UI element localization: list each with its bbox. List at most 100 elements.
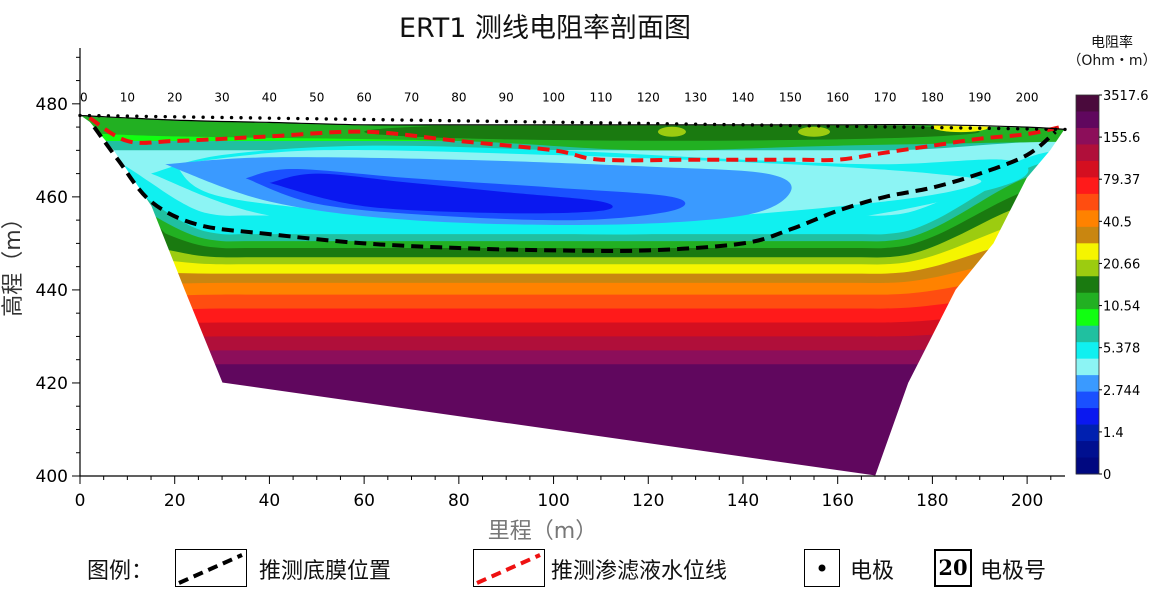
electrode-dot — [940, 125, 944, 130]
electrode-dot — [267, 116, 272, 120]
electrode-dot — [315, 117, 319, 121]
electrode-dot — [182, 115, 186, 119]
electrode-dot — [513, 119, 518, 124]
electrode-dot — [220, 115, 224, 120]
colorbar-segment — [1076, 325, 1099, 343]
electrode-dot — [334, 117, 338, 121]
electrode-label: 110 — [589, 91, 612, 105]
electrode-dot — [542, 120, 546, 124]
colorbar-segment — [1076, 276, 1099, 294]
colorbar-label: 155.6 — [1103, 131, 1140, 146]
electrode-dot — [87, 113, 92, 118]
electrode-dot-icon — [818, 564, 826, 572]
electrode-dot — [106, 114, 111, 118]
colorbar-segment — [1076, 111, 1099, 129]
electrode-dot — [665, 122, 669, 126]
electrode-dot — [457, 119, 461, 123]
electrode-dot — [125, 114, 130, 118]
electrode-dot — [400, 118, 404, 122]
legend-leachate-label: 推测渗滤液水位线 — [551, 559, 728, 584]
electrode-dot — [921, 125, 925, 130]
electrode-label: 120 — [637, 91, 660, 105]
electrode-dot — [173, 115, 177, 119]
electrode-dot — [750, 123, 755, 127]
electrode-dot — [864, 124, 868, 129]
electrode-dot — [239, 116, 243, 120]
x-tick-label: 140 — [727, 491, 759, 511]
colorbar-segment — [1076, 375, 1099, 393]
electrode-dot — [741, 123, 745, 127]
electrode-dot — [485, 119, 489, 123]
leachate-line-icon — [476, 553, 541, 585]
electrode-dot — [352, 117, 357, 122]
electrode-dot — [296, 116, 300, 121]
colorbar-unit: （Ohm・m） — [1067, 53, 1157, 69]
upper-olive-patch-2 — [798, 126, 831, 137]
colorbar-label: 1.4 — [1103, 426, 1124, 441]
electrode-dot — [656, 121, 660, 126]
colorbar-segment — [1076, 391, 1099, 409]
electrode-dot — [589, 121, 594, 125]
electrode-dot — [902, 125, 906, 129]
electrode-label: 90 — [499, 91, 514, 105]
colorbar-segment — [1076, 292, 1099, 310]
x-tick-label: 20 — [164, 491, 186, 511]
colorbar-label: 3517.6 — [1103, 89, 1149, 104]
electrode-dot — [570, 120, 575, 125]
y-tick-label: 440 — [36, 281, 68, 301]
liner-line-icon — [178, 553, 243, 585]
electrode-dot — [798, 123, 802, 128]
electrode-dot — [97, 114, 101, 118]
x-tick-label: 40 — [259, 491, 281, 511]
colorbar-segment — [1076, 193, 1099, 211]
electrode-label: 70 — [404, 91, 419, 105]
electrode-dot — [949, 126, 954, 130]
ground-surface-line — [79, 114, 1066, 130]
electrode-dot — [788, 123, 793, 128]
electrode-dot — [201, 115, 205, 119]
electrode-dot — [693, 122, 698, 126]
leachate-level-line — [88, 116, 1061, 163]
electrode-dot — [419, 118, 423, 122]
electrode-dot — [627, 121, 632, 125]
electrode-dot — [978, 126, 982, 130]
x-tick-label: 120 — [632, 491, 664, 511]
electrode-dot — [873, 125, 878, 129]
electrode-dot — [731, 123, 736, 127]
x-axis-label: 里程（m） — [488, 519, 597, 544]
electrode-label: 150 — [779, 91, 802, 105]
electrode-dot — [826, 124, 830, 128]
x-tick-label: 80 — [448, 491, 470, 511]
electrode-dot — [760, 123, 764, 127]
y-tick-label: 420 — [36, 374, 68, 394]
x-tick-label: 100 — [537, 491, 569, 511]
electrode-dot — [930, 125, 935, 130]
electrode-dot — [883, 125, 887, 129]
electrode-dot — [324, 117, 328, 121]
colorbar-label: 40.5 — [1103, 215, 1132, 230]
electrode-dot — [305, 116, 310, 121]
electrode-dot — [722, 122, 726, 127]
electrode-dot — [854, 124, 859, 129]
colorbar-segment — [1076, 441, 1099, 459]
colorbar-label: 0 — [1103, 468, 1111, 483]
colorbar-segment — [1076, 177, 1099, 195]
electrode-dot — [116, 114, 120, 118]
y-tick-label: 480 — [36, 95, 68, 115]
electrode-dot — [845, 124, 849, 129]
electrode-dot — [135, 114, 139, 118]
electrode-dot — [835, 124, 840, 128]
electrode-dot — [248, 116, 253, 120]
legend-electrode-number-label: 电极号 — [980, 559, 1047, 584]
legend-electrode-label: 电极 — [850, 559, 895, 584]
colorbar-segment — [1076, 309, 1099, 327]
electrode-dot — [599, 121, 603, 125]
x-tick-label: 160 — [821, 491, 853, 511]
colorbar-segment — [1076, 358, 1099, 376]
inferred-liner-line — [92, 125, 1057, 253]
electrode-dot — [1015, 127, 1020, 131]
electrode-label: 60 — [356, 91, 371, 105]
electrode-dot — [1053, 127, 1058, 131]
